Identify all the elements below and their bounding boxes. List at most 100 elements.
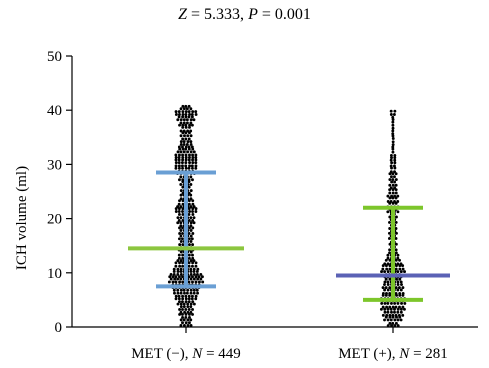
y-axis-label: ICH volume (ml) xyxy=(14,166,30,270)
data-point xyxy=(189,197,193,201)
data-point xyxy=(180,164,184,168)
data-point xyxy=(197,275,201,279)
data-point xyxy=(186,134,190,138)
data-point xyxy=(394,248,398,252)
data-point xyxy=(388,286,392,290)
data-point xyxy=(187,275,191,279)
data-point xyxy=(396,283,400,286)
data-point xyxy=(176,221,180,225)
data-point xyxy=(178,123,181,127)
data-point xyxy=(181,253,185,257)
data-point xyxy=(386,270,390,274)
data-point xyxy=(391,313,395,317)
data-point xyxy=(184,312,188,316)
data-point xyxy=(174,158,178,162)
data-point xyxy=(187,256,191,260)
data-point xyxy=(184,294,188,298)
data-point xyxy=(177,145,181,149)
data-point xyxy=(195,270,199,273)
data-point xyxy=(391,120,395,124)
y-tick-label: 20 xyxy=(47,212,62,228)
data-point xyxy=(189,272,193,276)
data-point xyxy=(189,267,193,271)
data-point xyxy=(189,150,193,154)
data-point xyxy=(189,277,193,281)
data-point xyxy=(184,321,188,325)
data-point xyxy=(188,161,192,165)
data-point xyxy=(394,191,398,195)
data-point xyxy=(393,158,397,162)
data-point xyxy=(188,123,192,127)
data-point xyxy=(181,115,185,119)
data-point xyxy=(187,232,191,235)
data-point xyxy=(396,307,400,311)
data-point xyxy=(189,305,193,309)
data-point xyxy=(167,280,171,284)
data-point xyxy=(173,277,177,281)
data-point xyxy=(174,261,178,265)
data-point xyxy=(189,288,193,292)
data-point xyxy=(174,153,178,157)
data-point xyxy=(182,302,186,306)
data-point xyxy=(178,280,182,284)
data-point xyxy=(189,121,193,125)
data-point xyxy=(386,200,390,203)
data-point xyxy=(388,248,392,252)
data-point xyxy=(185,291,189,295)
data-point xyxy=(399,288,403,292)
data-point xyxy=(177,166,181,170)
data-point xyxy=(394,237,398,240)
data-point xyxy=(394,215,398,219)
data-point xyxy=(383,270,387,274)
data-point xyxy=(174,210,178,213)
data-point xyxy=(187,145,191,149)
data-point xyxy=(174,264,178,268)
data-point xyxy=(184,145,188,149)
data-point xyxy=(199,272,203,276)
data-point xyxy=(189,134,193,138)
data-point xyxy=(197,280,201,284)
data-point xyxy=(184,115,188,119)
data-point xyxy=(184,156,188,159)
data-point xyxy=(177,294,181,298)
data-point xyxy=(393,310,396,314)
data-point xyxy=(399,270,403,274)
data-point xyxy=(388,277,392,281)
data-point xyxy=(181,191,185,195)
data-point xyxy=(172,267,176,271)
data-point xyxy=(174,166,178,170)
data-point xyxy=(190,294,194,298)
data-point xyxy=(186,150,190,154)
data-point xyxy=(398,258,401,262)
data-point xyxy=(172,270,176,273)
data-point xyxy=(171,275,175,279)
data-point xyxy=(177,153,181,157)
data-point xyxy=(188,210,192,213)
data-point xyxy=(391,143,395,147)
data-point xyxy=(394,227,398,230)
data-point xyxy=(181,104,185,108)
data-point xyxy=(179,183,183,186)
data-point xyxy=(189,143,193,146)
data-point xyxy=(179,221,183,225)
data-point xyxy=(394,305,398,309)
data-point xyxy=(181,185,185,189)
data-point xyxy=(393,307,396,311)
data-point xyxy=(390,161,394,165)
data-point xyxy=(179,224,183,228)
data-point xyxy=(388,220,391,224)
data-point xyxy=(177,219,181,222)
data-point xyxy=(398,277,402,281)
data-point xyxy=(187,253,191,257)
data-point xyxy=(179,205,183,209)
data-point xyxy=(388,321,392,325)
data-point xyxy=(189,224,193,228)
data-point xyxy=(394,220,398,224)
data-point xyxy=(191,300,195,304)
data-point xyxy=(399,262,403,266)
data-point xyxy=(176,277,180,281)
data-point xyxy=(379,307,383,311)
data-point xyxy=(388,305,392,309)
data-point xyxy=(176,216,180,220)
data-point xyxy=(397,313,401,317)
